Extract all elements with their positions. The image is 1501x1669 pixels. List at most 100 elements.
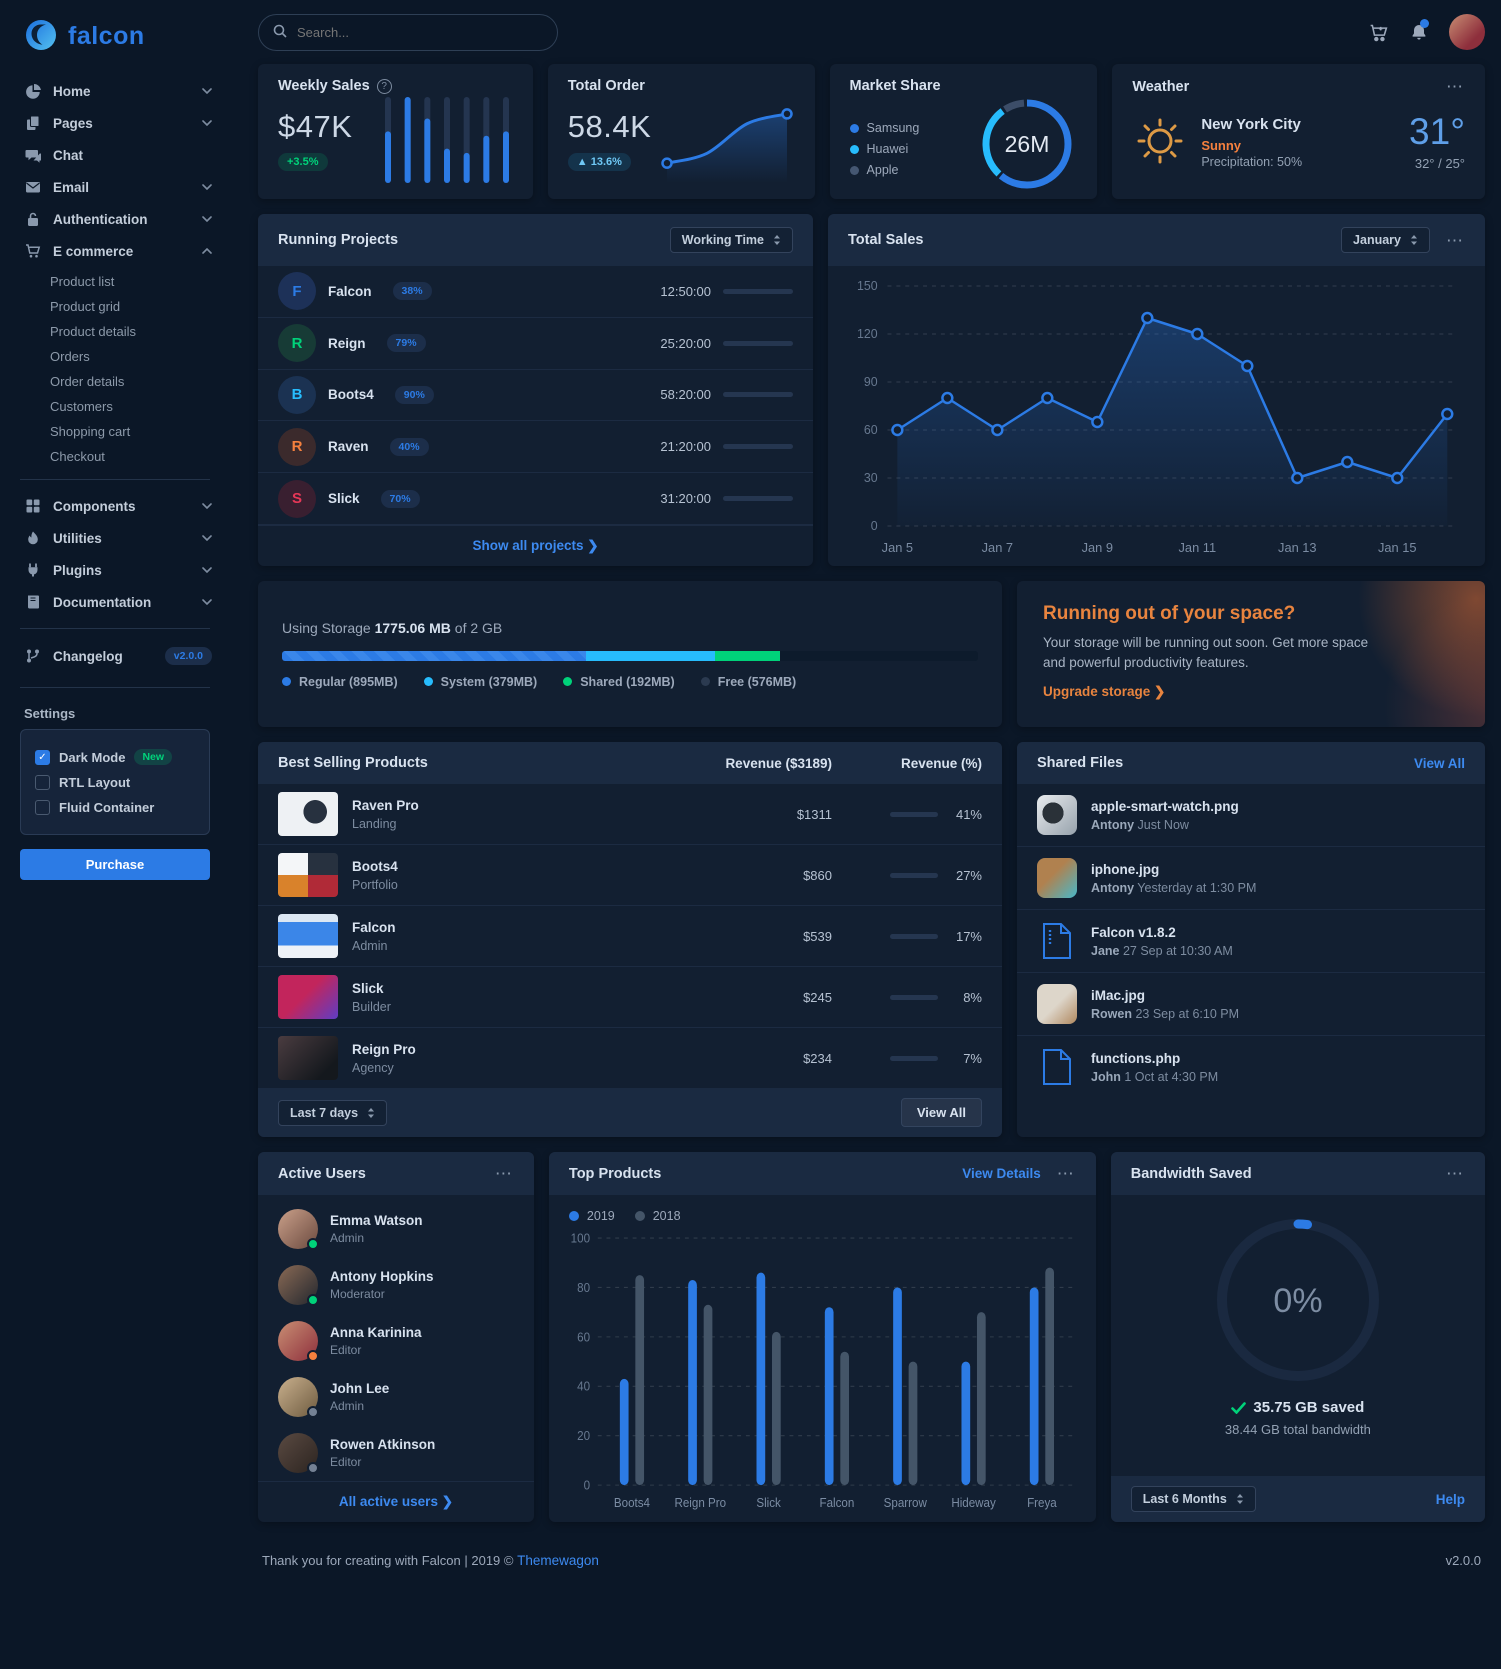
product-type: Builder xyxy=(352,999,391,1014)
card-menu-icon[interactable]: ⋯ xyxy=(1446,77,1465,96)
checkbox-checked-icon[interactable]: ✓ xyxy=(35,749,50,765)
last-6-months-select[interactable]: Last 6 Months xyxy=(1130,1486,1256,1512)
legend-dot xyxy=(849,123,859,133)
bell-icon[interactable] xyxy=(1409,18,1429,43)
sidebar-subitem-customers[interactable]: Customers xyxy=(50,399,113,414)
file-owner: Jane xyxy=(1091,943,1120,958)
user-row: Rowen Atkinson Editor xyxy=(258,1425,534,1481)
sidebar-item-plugins[interactable]: Plugins xyxy=(0,554,230,586)
help-link[interactable]: Help xyxy=(1435,1491,1465,1507)
search-input[interactable] xyxy=(295,23,543,41)
working-time-select[interactable]: Working Time xyxy=(669,227,793,253)
sidebar-submenu: Product list Product grid Product details O… xyxy=(0,269,230,469)
sidebar-subitem-checkout[interactable]: Checkout xyxy=(50,449,105,464)
checkbox-icon[interactable] xyxy=(35,775,50,790)
storage-legend-item: Free (576MB) xyxy=(700,675,796,689)
sidebar-subitem-shopping-cart[interactable]: Shopping cart xyxy=(50,424,131,439)
last-7-days-select[interactable]: Last 7 days xyxy=(278,1099,388,1126)
brand[interactable]: falcon xyxy=(0,14,230,71)
card-menu-icon[interactable]: ⋯ xyxy=(1056,1164,1076,1183)
sidebar-subitem-product-list[interactable]: Product list xyxy=(50,274,115,289)
sidebar-item-email[interactable]: Email xyxy=(0,171,230,203)
space-promo-body: Your storage will be running out soon. G… xyxy=(1043,635,1369,671)
sidebar-item-components[interactable]: Components xyxy=(0,490,230,522)
help-icon[interactable]: ? xyxy=(376,78,392,94)
project-name: Boots4 xyxy=(328,387,374,403)
legend-dot xyxy=(634,1211,645,1221)
project-progress-bar xyxy=(723,340,793,346)
themewagon-link[interactable]: Themewagon xyxy=(517,1553,599,1568)
sidebar-item-pages[interactable]: Pages xyxy=(0,107,230,139)
sidebar-item-changelog[interactable]: Changelog v2.0.0 xyxy=(0,639,230,673)
chevron-down-icon xyxy=(202,503,212,509)
sidebar-item-home[interactable]: Home xyxy=(0,75,230,107)
show-all-projects-link[interactable]: Show all projects ❯ xyxy=(472,538,599,553)
sidebar-item-authentication[interactable]: Authentication xyxy=(0,203,230,235)
user-row: John Lee Admin xyxy=(258,1369,534,1425)
sidebar-subitem-orders[interactable]: Orders xyxy=(50,349,90,364)
checkbox-icon[interactable] xyxy=(35,800,50,815)
total-order-badge: ▲ 13.6% xyxy=(567,152,631,171)
project-avatar: F xyxy=(278,272,316,311)
bottom-row: Active Users ⋯ Emma Watson Admin Antony Ho… xyxy=(258,1152,1485,1522)
sidebar-item-label: Email xyxy=(53,179,90,195)
product-revenue-pct: 7% xyxy=(832,1051,982,1066)
bandwidth-gauge-chart: 0% xyxy=(1216,1219,1379,1381)
project-time: 25:20:00 xyxy=(660,335,711,351)
settings-option-dark-mode[interactable]: ✓ Dark Mode New xyxy=(35,744,195,770)
view-details-link[interactable]: View Details xyxy=(962,1166,1041,1181)
user-name: Rowen Atkinson xyxy=(330,1437,436,1452)
market-share-legend-label: Apple xyxy=(866,163,899,177)
sidebar-item-chat[interactable]: Chat xyxy=(0,139,230,171)
project-avatar: S xyxy=(278,479,316,518)
view-all-button[interactable]: View All xyxy=(900,1098,982,1127)
project-name: Reign xyxy=(328,335,366,351)
top-products-legend-item: 2019 xyxy=(568,1209,615,1223)
sidebar-item-documentation[interactable]: Documentation xyxy=(0,586,230,618)
file-owner: Antony xyxy=(1091,817,1135,832)
card-menu-icon[interactable]: ⋯ xyxy=(494,1164,514,1183)
sidebar-subitem-product-details[interactable]: Product details xyxy=(50,324,136,339)
storage-legend-label: Regular (895MB) xyxy=(299,674,398,689)
view-all-files-link[interactable]: View All xyxy=(1413,755,1465,771)
all-active-users-link[interactable]: All active users ❯ xyxy=(338,1494,454,1509)
total-sales-chart-area: 0 30 60 90 120 150 Jan 5 Jan 7 Jan 9 Jan 11 Jan 13… xyxy=(828,266,1485,566)
file-info: apple-smart-watch.png Antony Just Now xyxy=(1091,799,1239,832)
sidebar-item-e-commerce[interactable]: E commerce xyxy=(0,235,230,267)
project-progress-bar xyxy=(723,496,793,502)
settings-option-rtl-layout[interactable]: RTL Layout xyxy=(35,770,195,795)
cart-plus-icon[interactable] xyxy=(1368,22,1389,43)
month-select[interactable]: January xyxy=(1341,227,1430,253)
storage-title: Using Storage 1775.06 MB of 2 GB xyxy=(282,619,503,636)
settings-option-label: RTL Layout xyxy=(59,775,131,790)
sidebar-item-utilities[interactable]: Utilities xyxy=(0,522,230,554)
storage-segment-free xyxy=(780,650,976,661)
revenue-pct-value: 41% xyxy=(955,806,982,822)
sidebar-subitem-order-details[interactable]: Order details xyxy=(50,374,125,389)
file-row: iphone.jpg Antony Yesterday at 1:30 PM xyxy=(1017,846,1485,909)
user-info: Emma Watson Admin xyxy=(330,1213,423,1245)
sun-icon xyxy=(1132,113,1188,172)
book-icon xyxy=(24,594,41,610)
sidebar-subitem-product-grid[interactable]: Product grid xyxy=(50,299,121,314)
user-avatar[interactable] xyxy=(1449,14,1485,50)
project-avatar: R xyxy=(278,427,316,466)
svg-text:Boots4: Boots4 xyxy=(614,1495,650,1510)
settings-option-fluid-container[interactable]: Fluid Container xyxy=(35,795,195,820)
legend-dot xyxy=(700,677,710,686)
card-menu-icon[interactable]: ⋯ xyxy=(1446,230,1465,250)
product-name: Boots4 xyxy=(352,858,398,874)
card-menu-icon[interactable]: ⋯ xyxy=(1446,1164,1465,1183)
file-name: Falcon v1.8.2 xyxy=(1091,924,1176,940)
product-name: Slick xyxy=(352,980,384,996)
top-products-chart: 0 20 40 60 80 100 Boots4 Reign Pro Slick Falcon Sp… xyxy=(571,1231,1076,1510)
purchase-button[interactable]: Purchase xyxy=(20,849,210,880)
chart-pie-icon xyxy=(24,83,41,99)
upgrade-storage-link[interactable]: Upgrade storage ❯ xyxy=(1043,683,1166,699)
total-sales-card: Total Sales January ⋯ 0 30 60 90 120 150 Jan 5… xyxy=(828,214,1485,566)
product-row: Raven Pro Landing $1311 41% xyxy=(258,784,1002,844)
file-meta: Antony Just Now xyxy=(1091,817,1189,832)
product-row: Reign Pro Agency $234 7% xyxy=(258,1027,1002,1088)
storage-legend-item: Regular (895MB) xyxy=(282,675,398,689)
